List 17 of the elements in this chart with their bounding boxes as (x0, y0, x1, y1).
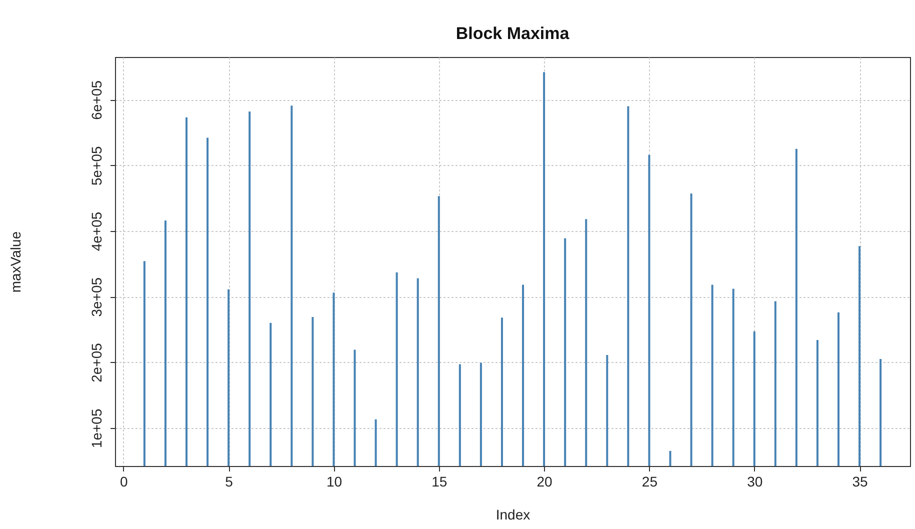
x-tick-label: 0 (120, 474, 128, 490)
x-tick-label: 5 (225, 474, 234, 490)
chart-title: Block Maxima (456, 24, 570, 43)
x-axis-title: Index (496, 506, 530, 522)
y-axis-title: maxValue (8, 231, 24, 293)
x-tick-label: 25 (642, 474, 658, 490)
y-tick-label: 3e+05 (88, 277, 104, 317)
y-tick-label: 1e+05 (88, 408, 104, 448)
x-tick-label: 30 (747, 474, 763, 490)
x-tick-label: 15 (432, 474, 448, 490)
x-tick-label: 20 (536, 474, 553, 490)
y-tick-label: 4e+05 (88, 212, 104, 252)
y-tick-label: 2e+05 (88, 342, 104, 382)
x-tick-label: 35 (852, 474, 868, 490)
x-tick-label: 10 (326, 474, 342, 490)
y-tick-label: 5e+05 (88, 146, 104, 186)
y-tick-label: 6e+05 (88, 80, 104, 120)
